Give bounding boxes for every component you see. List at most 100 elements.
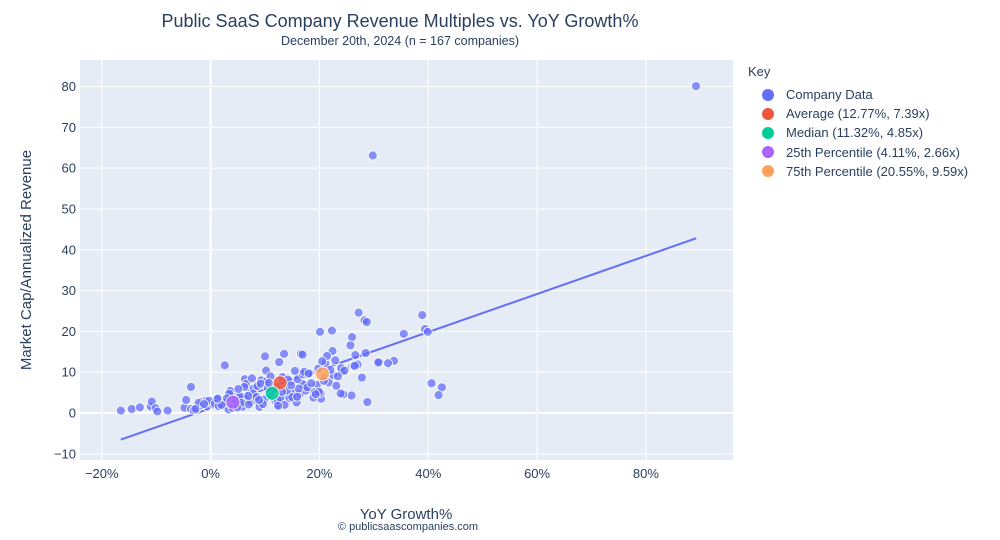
y-tick-label: 40 xyxy=(62,242,76,257)
company-data-point[interactable] xyxy=(353,307,364,318)
company-data-point[interactable] xyxy=(362,397,373,407)
company-data-point[interactable] xyxy=(186,382,196,392)
median-point[interactable] xyxy=(264,385,280,401)
company-data-point[interactable] xyxy=(297,349,308,360)
company-data-point[interactable] xyxy=(398,328,409,339)
y-axis-title: Market Cap/Annualized Revenue xyxy=(18,150,35,370)
data-points xyxy=(115,81,701,417)
25th-percentile-point[interactable] xyxy=(225,394,241,410)
legend-marker-company-data xyxy=(762,88,774,101)
company-data-point[interactable] xyxy=(373,357,384,368)
chart-title: Public SaaS Company Revenue Multiples vs… xyxy=(161,11,639,31)
company-data-point[interactable] xyxy=(254,395,264,405)
legend-label: Average (12.77%, 7.39x) xyxy=(786,106,930,122)
company-data-point[interactable] xyxy=(233,384,244,394)
company-data-point[interactable] xyxy=(219,360,230,371)
y-tick-label: 80 xyxy=(62,79,76,94)
company-data-point[interactable] xyxy=(346,390,357,401)
company-data-point[interactable] xyxy=(274,357,285,367)
company-data-point[interactable] xyxy=(310,389,321,400)
legend-item-company-data[interactable]: Company Data xyxy=(748,85,968,104)
company-data-point[interactable] xyxy=(345,340,356,351)
company-data-point[interactable] xyxy=(422,326,433,337)
company-data-point[interactable] xyxy=(327,325,337,336)
legend-label: Median (11.32%, 4.85x) xyxy=(786,125,924,141)
legend-label: 25th Percentile (4.11%, 2.66x) xyxy=(786,144,960,160)
company-data-point[interactable] xyxy=(260,351,270,362)
company-data-point[interactable] xyxy=(417,310,428,321)
y-tick-label: 70 xyxy=(62,120,76,135)
company-data-point[interactable] xyxy=(190,404,201,414)
company-data-point[interactable] xyxy=(290,366,300,376)
company-data-point[interactable] xyxy=(306,378,317,389)
x-tick-label: 0% xyxy=(201,466,220,481)
company-data-point[interactable] xyxy=(339,365,350,376)
company-data-point[interactable] xyxy=(383,358,393,369)
y-tick-label: 60 xyxy=(62,161,76,176)
company-data-point[interactable] xyxy=(691,81,701,92)
company-data-point[interactable] xyxy=(335,388,346,399)
company-data-point[interactable] xyxy=(243,391,254,401)
x-axis-title: YoY Growth% xyxy=(360,506,453,523)
company-data-point[interactable] xyxy=(273,400,283,411)
company-data-point[interactable] xyxy=(279,348,289,359)
plot-background xyxy=(80,60,733,460)
x-tick-label: 40% xyxy=(415,466,441,481)
company-data-point[interactable] xyxy=(303,368,314,379)
legend-label: Company Data xyxy=(786,87,873,103)
y-tick-label: 50 xyxy=(62,201,76,216)
company-data-point[interactable] xyxy=(152,406,163,417)
legend-item-25th-percentile[interactable]: 25th Percentile (4.11%, 2.66x) xyxy=(748,143,968,162)
y-tick-label: 10 xyxy=(62,365,76,380)
company-data-point[interactable] xyxy=(331,380,342,391)
company-data-point[interactable] xyxy=(361,317,372,327)
company-data-point[interactable] xyxy=(330,355,341,366)
company-data-point[interactable] xyxy=(126,404,137,414)
legend-marker-average xyxy=(762,107,774,120)
company-data-point[interactable] xyxy=(317,356,328,367)
x-tick-label: −20% xyxy=(85,466,119,481)
x-tick-label: 60% xyxy=(524,466,550,481)
company-data-point[interactable] xyxy=(315,326,325,337)
company-data-point[interactable] xyxy=(115,405,126,416)
legend-label: 75th Percentile (20.55%, 9.59x) xyxy=(786,163,969,179)
x-tick-label: 80% xyxy=(633,466,659,481)
company-data-point[interactable] xyxy=(347,332,357,343)
company-data-point[interactable] xyxy=(286,380,297,391)
company-data-point[interactable] xyxy=(367,150,378,161)
credit-text: © publicsaascompanies.com xyxy=(337,521,479,533)
company-data-point[interactable] xyxy=(181,395,192,405)
company-data-point[interactable] xyxy=(426,378,437,389)
legend-item-75th-percentile[interactable]: 75th Percentile (20.55%, 9.59x) xyxy=(748,162,968,181)
y-tick-label: 30 xyxy=(62,283,76,298)
y-tick-label: −10 xyxy=(54,446,76,461)
company-data-point[interactable] xyxy=(212,393,223,404)
75th-percentile-point[interactable] xyxy=(315,366,330,382)
company-data-point[interactable] xyxy=(349,360,360,371)
legend-title: Key xyxy=(748,64,771,79)
company-data-point[interactable] xyxy=(356,372,367,383)
company-data-point[interactable] xyxy=(360,348,371,358)
company-data-point[interactable] xyxy=(350,350,361,361)
company-data-point[interactable] xyxy=(134,402,145,413)
legend-marker-25th-percentile xyxy=(762,146,774,159)
legend-item-average[interactable]: Average (12.77%, 7.39x) xyxy=(748,104,968,123)
company-data-point[interactable] xyxy=(243,399,254,410)
legend-marker-75th-percentile xyxy=(762,165,774,178)
y-tick-label: 20 xyxy=(62,324,76,339)
chart-subtitle: December 20th, 2024 (n = 167 companies) xyxy=(281,34,519,48)
legend-item-median[interactable]: Median (11.32%, 4.85x) xyxy=(748,123,968,142)
company-data-point[interactable] xyxy=(333,371,343,382)
company-data-point[interactable] xyxy=(433,390,444,401)
legend-marker-median xyxy=(762,126,774,139)
tick-labels: −20% 0% 20% 40% 60% 80% −10 0 10 20 30 40 50 60 70 80 xyxy=(54,79,659,481)
y-tick-label: 0 xyxy=(69,406,76,421)
company-data-point[interactable] xyxy=(247,373,257,384)
average-point[interactable] xyxy=(272,375,288,391)
company-data-point[interactable] xyxy=(292,391,303,402)
x-tick-label: 20% xyxy=(306,466,332,481)
company-data-point[interactable] xyxy=(162,405,173,416)
legend: Key Company Data Average (12.77%, 7.39x)… xyxy=(748,64,968,181)
company-data-point[interactable] xyxy=(199,399,209,409)
